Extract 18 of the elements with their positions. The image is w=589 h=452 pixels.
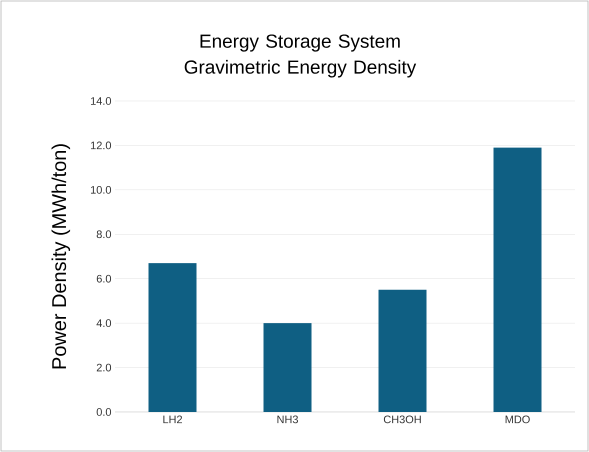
x-tick-label: LH2 [163,416,182,424]
y-axis-title: Power Density (MWh/ton) [52,144,70,368]
bar [148,263,197,412]
y-tick-label: 4.0 [96,319,112,328]
y-tick-label: 0.0 [96,408,112,416]
y-tick-label: 12.0 [90,142,112,150]
x-tick-label: NH3 [277,416,298,424]
y-tick-label: 6.0 [96,274,112,283]
bar [264,323,312,412]
x-tick-label: MDO [506,416,530,424]
bar [378,290,427,412]
y-tick-label: 14.0 [90,97,112,105]
chart-title: Energy Storage System Gravimetric Energy Density [184,34,416,78]
bar [494,148,542,412]
y-tick-label: 2.0 [96,364,112,372]
y-tick-label: 10.0 [90,186,112,194]
y-tick-label: 8.0 [96,230,112,238]
x-tick-label: CH3OH [384,416,421,424]
